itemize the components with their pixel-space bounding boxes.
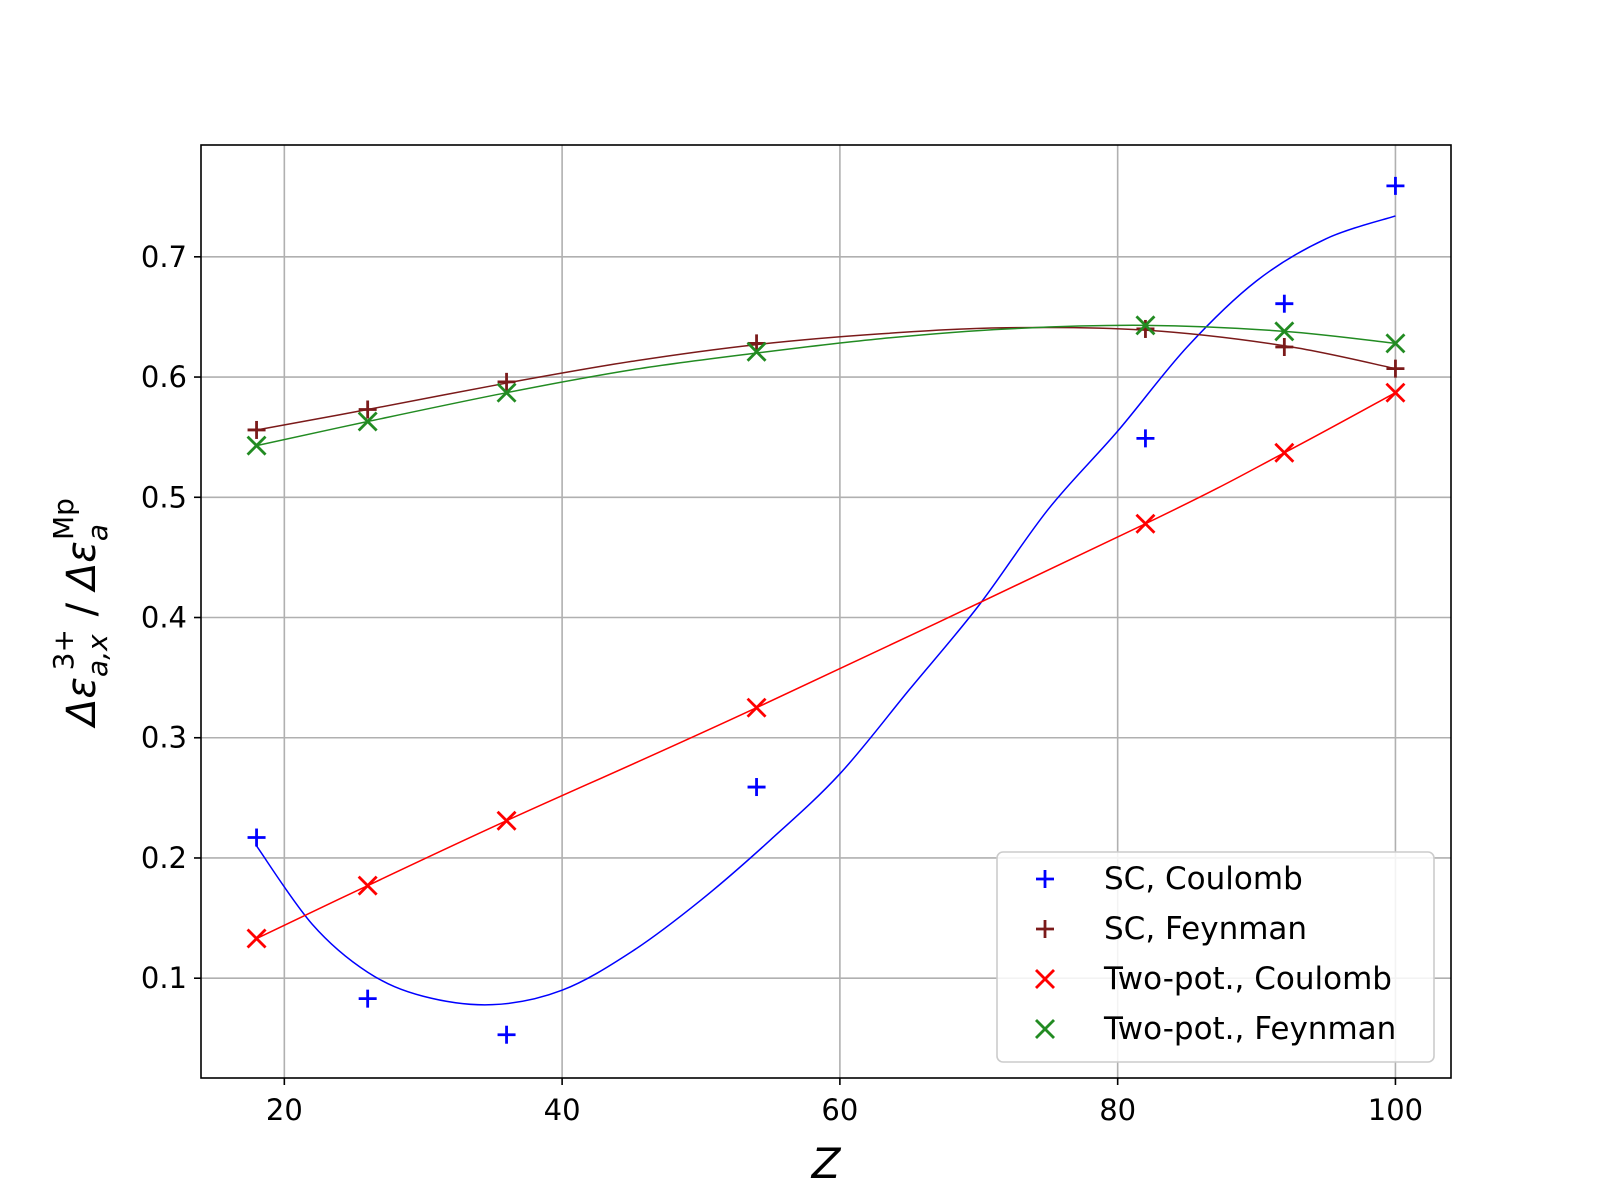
- y-title-separator: /: [59, 590, 105, 629]
- data-point-two-pot-feynman: [1135, 315, 1156, 336]
- y-tick-label: 0.5: [141, 480, 187, 514]
- legend: SC, Coulomb SC, Feynman Two-pot., Coulom…: [996, 851, 1435, 1063]
- legend-marker-two-pot-feynman: [1035, 1019, 1055, 1039]
- plot-frame: [200, 144, 1452, 1079]
- data-point-two-pot-coulomb: [496, 810, 517, 831]
- fit-curve-sc-feynman: [256, 326, 1396, 431]
- fit-curves: [255, 215, 1396, 1006]
- y-tick-label: 0.3: [141, 721, 187, 755]
- data-point-two-pot-feynman: [496, 382, 517, 403]
- y-axis-title: Δεa,x3+ / ΔεaMp: [47, 498, 114, 729]
- fit-curve-sc-coulomb: [255, 215, 1396, 1006]
- legend-marker-sc-coulomb: [1036, 870, 1054, 888]
- data-point-two-pot-coulomb: [246, 928, 267, 949]
- data-point-sc-coulomb: [747, 778, 766, 797]
- data-point-sc-feynman: [358, 400, 377, 419]
- data-point-sc-feynman: [1386, 359, 1405, 378]
- data-point-two-pot-coulomb: [1274, 442, 1295, 463]
- data-point-sc-coulomb: [1136, 429, 1155, 448]
- data-point-sc-feynman: [247, 420, 266, 439]
- legend-box: [996, 851, 1435, 1063]
- legend-marker-two-pot-coulomb: [1035, 969, 1055, 989]
- data-point-sc-feynman: [1275, 337, 1294, 356]
- data-point-two-pot-feynman: [357, 411, 378, 432]
- legend-label-two-pot-feynman: Two-pot., Feynman: [1103, 1011, 1396, 1047]
- data-point-two-pot-coulomb: [1385, 382, 1406, 403]
- fit-curve-two-pot-feynman: [256, 324, 1396, 447]
- y-tick-label: 0.4: [141, 601, 187, 635]
- x-tick-label: 60: [821, 1093, 858, 1127]
- y-title-numerator: Δε: [59, 677, 105, 729]
- data-point-two-pot-feynman: [246, 435, 267, 456]
- x-axis-title: Z: [811, 1139, 842, 1188]
- y-tick-label: 0.1: [141, 961, 187, 995]
- fit-curve-two-pot-coulomb: [256, 392, 1396, 940]
- data-point-two-pot-feynman: [1385, 333, 1406, 354]
- y-tick-label: 0.2: [141, 841, 187, 875]
- grid: [201, 145, 1451, 1078]
- y-tick-label: 0.7: [141, 240, 187, 274]
- axis-ticks: 20 40 60 80 100 0.1 0.2 0.3 0.4 0.5 0.6 0.7: [141, 240, 1423, 1127]
- data-point-two-pot-coulomb: [746, 697, 767, 718]
- y-title-numerator-sup: 3+: [47, 629, 80, 670]
- x-tick-label: 80: [1099, 1093, 1136, 1127]
- y-title-numerator-sub: a,x: [81, 634, 114, 677]
- data-point-sc-coulomb: [497, 1025, 516, 1044]
- data-point-sc-coulomb: [1386, 176, 1405, 195]
- x-tick-label: 100: [1368, 1093, 1423, 1127]
- legend-label-sc-coulomb: SC, Coulomb: [1104, 861, 1303, 897]
- data-point-sc-coulomb: [358, 989, 377, 1008]
- x-tick-label: 40: [544, 1093, 581, 1127]
- y-title-denominator-sub: a: [81, 524, 114, 541]
- data-point-sc-coulomb: [1275, 294, 1294, 313]
- data-point-sc-feynman: [747, 334, 766, 353]
- data-point-two-pot-coulomb: [1135, 513, 1156, 534]
- y-tick-label: 0.6: [141, 360, 187, 394]
- legend-marker-sc-feynman: [1036, 920, 1054, 938]
- y-title-denominator-sup: Mp: [47, 498, 80, 540]
- data-point-sc-feynman: [497, 372, 516, 391]
- legend-label-sc-feynman: SC, Feynman: [1104, 911, 1307, 947]
- data-point-two-pot-feynman: [1274, 321, 1295, 342]
- data-point-two-pot-feynman: [746, 341, 767, 362]
- x-tick-label: 20: [266, 1093, 303, 1127]
- data-point-sc-feynman: [1136, 319, 1155, 338]
- data-points: [246, 176, 1406, 1044]
- data-point-two-pot-coulomb: [357, 875, 378, 896]
- legend-label-two-pot-coulomb: Two-pot., Coulomb: [1103, 961, 1392, 997]
- y-title-denominator: Δε: [59, 541, 105, 593]
- data-point-sc-coulomb: [247, 828, 266, 847]
